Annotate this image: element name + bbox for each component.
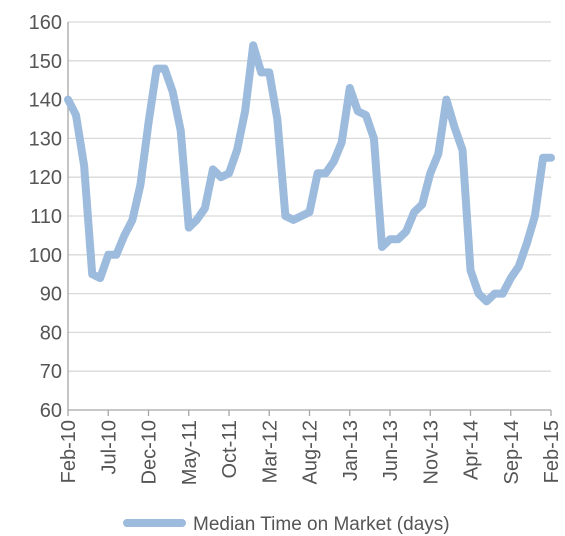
data-point (258, 69, 264, 75)
x-tick-label: Mar-12 (259, 420, 281, 483)
data-point (178, 128, 184, 134)
y-tick-label: 100 (29, 245, 62, 267)
data-point (234, 147, 240, 153)
data-point (282, 213, 288, 219)
y-tick-label: 160 (29, 12, 62, 34)
x-tick-label: Jan-13 (340, 420, 362, 481)
data-point (307, 209, 313, 215)
data-point (210, 166, 216, 172)
x-tick-label: May-11 (179, 420, 201, 485)
x-tick-label: Dec-10 (139, 420, 161, 484)
data-point (411, 209, 417, 215)
data-point (121, 232, 127, 238)
data-point (516, 263, 522, 269)
x-tick-label: Aug-12 (300, 420, 322, 485)
data-point (347, 85, 353, 91)
y-tick-label: 80 (40, 322, 62, 344)
data-point (129, 217, 135, 223)
data-point (476, 291, 482, 297)
data-point (468, 267, 474, 273)
y-tick-label: 120 (29, 167, 62, 189)
y-tick-label: 130 (29, 128, 62, 150)
y-axis-tick-labels: 60 70 80 90 100 110 120 130 140 150 160 (29, 12, 62, 422)
x-tick-label: Nov-13 (420, 420, 442, 484)
data-point (395, 236, 401, 242)
x-tick-label: Oct-11 (219, 420, 241, 479)
y-tick-label: 90 (40, 284, 62, 306)
data-point (170, 89, 176, 95)
series-line-median-time-on-market (64, 41, 555, 306)
data-point (451, 124, 457, 130)
data-point (65, 97, 71, 103)
data-point (532, 213, 538, 219)
data-point (194, 217, 200, 223)
y-tick-label: 60 (40, 400, 62, 422)
data-point (242, 108, 248, 114)
x-tick-label: Jun-13 (380, 420, 402, 481)
y-tick-label: 150 (29, 51, 62, 73)
data-point (218, 174, 224, 180)
y-tick-label: 70 (40, 361, 62, 383)
y-tick-label: 140 (29, 90, 62, 112)
data-point (186, 225, 192, 231)
data-point (508, 275, 514, 281)
y-tick-label: 110 (30, 206, 62, 228)
data-point (274, 116, 280, 122)
data-point (500, 291, 506, 297)
data-point (484, 298, 490, 304)
data-point (403, 229, 409, 235)
series-layer (64, 41, 555, 306)
data-point (298, 213, 304, 219)
data-point (540, 155, 546, 161)
x-tick-label: Apr-14 (461, 420, 483, 480)
x-tick-label: Jul-10 (98, 420, 120, 474)
data-point (379, 244, 385, 250)
data-point (226, 170, 232, 176)
data-point (315, 170, 321, 176)
data-point (363, 112, 369, 118)
data-point (548, 155, 554, 161)
data-point (492, 291, 498, 297)
data-point (89, 271, 95, 277)
data-point (137, 182, 143, 188)
data-point (459, 147, 465, 153)
data-point (105, 252, 111, 258)
data-point (355, 108, 361, 114)
data-point (331, 159, 337, 165)
x-tick-label: Feb-10 (58, 420, 80, 483)
data-point (146, 120, 152, 126)
data-point (81, 163, 87, 169)
legend: Median Time on Market (days) (123, 514, 450, 535)
data-point (162, 66, 168, 72)
data-point (73, 112, 79, 118)
data-point (427, 170, 433, 176)
data-point (435, 151, 441, 157)
data-point (524, 240, 530, 246)
data-point (266, 69, 272, 75)
x-tick-label: Feb-15 (541, 420, 563, 483)
data-point (387, 236, 393, 242)
data-point (202, 205, 208, 211)
legend-label: Median Time on Market (days) (193, 514, 450, 535)
x-tick-label: Sep-14 (501, 420, 523, 485)
data-point (154, 66, 160, 72)
data-point (371, 135, 377, 141)
data-point (443, 97, 449, 103)
data-point (290, 217, 296, 223)
data-point (339, 139, 345, 145)
data-point (419, 201, 425, 207)
data-point (323, 170, 329, 176)
data-point (97, 275, 103, 281)
data-point (250, 42, 256, 48)
x-axis-tick-labels: Feb-10 Jul-10 Dec-10 May-11 Oct-11 Mar-12 Aug-… (58, 410, 563, 485)
data-point (113, 252, 119, 258)
